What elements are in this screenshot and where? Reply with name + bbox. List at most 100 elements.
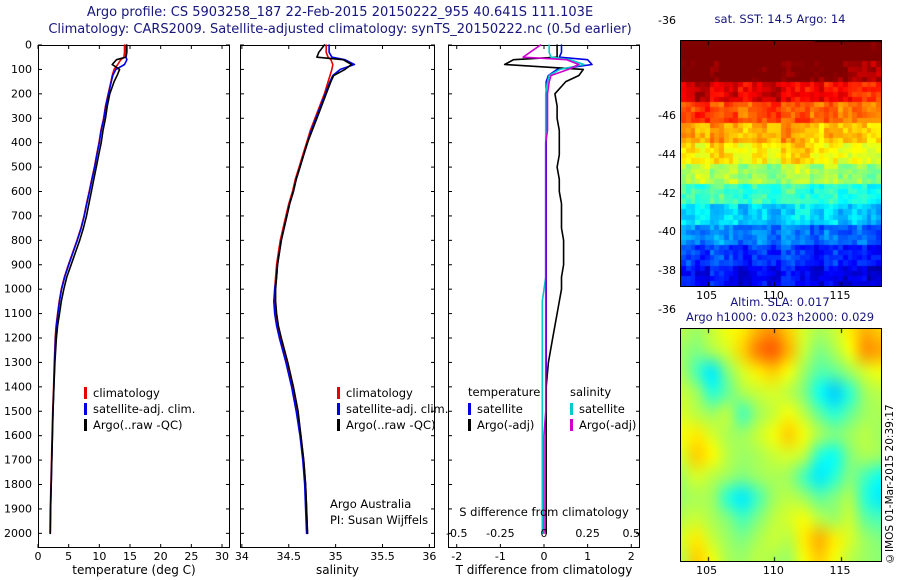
svg-text:1000: 1000 [4, 283, 32, 296]
legend-line-swatch [468, 419, 471, 431]
legend-item: Argo(-adj) [468, 417, 564, 433]
svg-text:200: 200 [11, 87, 32, 100]
svg-text:700: 700 [11, 209, 32, 222]
sla-map-lat-tick: -46 [658, 109, 676, 123]
svg-text:1100: 1100 [4, 307, 32, 320]
svg-text:30: 30 [215, 550, 229, 563]
svg-text:900: 900 [11, 258, 32, 271]
legend-label: satellite [477, 402, 523, 416]
legend-label: climatology [346, 386, 413, 400]
difference-profile-panel: -2 -1 0 1 2 -0.5 -0.25 0 0.25 0.5 S difference fro… [446, 44, 641, 563]
svg-text:S difference from climatology: S difference from climatology [459, 505, 629, 519]
diff-legend-salinity: salinity satellite Argo(-adj) [570, 385, 646, 433]
sla-map-lat-tick: -38 [658, 264, 676, 277]
legend-item: Argo(..raw -QC) [84, 417, 195, 433]
legend-label: Argo(..raw -QC) [346, 418, 436, 432]
legend-line-swatch [84, 419, 87, 431]
svg-text:-1: -1 [495, 550, 506, 563]
svg-text:2: 2 [628, 550, 635, 563]
sla-map-lon-tick: 115 [829, 564, 851, 577]
legend-line-swatch [337, 403, 340, 415]
temperature-legend: climatology satellite-adj. clim. Argo(..ra… [84, 385, 195, 433]
svg-text:-0.5: -0.5 [446, 527, 467, 540]
svg-text:100: 100 [11, 63, 32, 76]
svg-text:1: 1 [584, 550, 591, 563]
svg-text:2000: 2000 [4, 527, 32, 540]
svg-text:1500: 1500 [4, 405, 32, 418]
legend-header: temperature [468, 385, 541, 399]
sla-map-lon-tick: 110 [762, 564, 784, 577]
svg-text:800: 800 [11, 234, 32, 247]
legend-label: satellite-adj. clim. [346, 402, 449, 416]
legend-label: Argo(-adj) [477, 418, 535, 432]
sla-map-lat-tick: -44 [658, 148, 676, 161]
svg-text:400: 400 [11, 136, 32, 149]
legend-item: satellite-adj. clim. [84, 401, 195, 417]
svg-text:35: 35 [329, 550, 343, 563]
note-pi: PI: Susan Wijffels [330, 513, 429, 527]
sla-map-lat-tick: -40 [658, 225, 676, 239]
svg-text:35.5: 35.5 [370, 550, 395, 563]
sla-map-canvas [680, 328, 882, 562]
svg-text:500: 500 [11, 161, 32, 174]
svg-text:0: 0 [25, 39, 32, 52]
salinity-profile-panel: 34 34.5 35 35.5 36 [235, 44, 436, 563]
svg-text:1900: 1900 [4, 502, 32, 515]
svg-text:0: 0 [541, 527, 548, 540]
legend-line-swatch [84, 403, 87, 415]
sla-map-lon-tick: 105 [696, 564, 718, 577]
legend-label: climatology [93, 386, 160, 400]
salinity-axis-label: salinity [315, 563, 360, 577]
svg-text:5: 5 [65, 550, 72, 563]
svg-text:1400: 1400 [4, 380, 32, 393]
legend-line-swatch [84, 387, 87, 399]
temperature-axis-label: temperature (deg C) [72, 563, 196, 577]
svg-text:36: 36 [422, 550, 436, 563]
legend-label: Argo(-adj) [579, 418, 637, 432]
svg-text:1200: 1200 [4, 332, 32, 345]
legend-item: climatology [337, 385, 448, 401]
legend-item: satellite-adj. clim. [337, 401, 448, 417]
legend-label: Argo(..raw -QC) [93, 418, 183, 432]
sst-map-lon-tick: 105 [696, 289, 718, 302]
sla-map-title-line2: Argo h1000: 0.023 h2000: 0.029 [685, 310, 875, 324]
legend-line-swatch [468, 403, 471, 415]
copyright-watermark: ©IMOS 01-Mar-2015 20:39:17 [884, 404, 896, 564]
svg-text:1800: 1800 [4, 478, 32, 491]
svg-text:0.5: 0.5 [623, 527, 641, 540]
legend-item: Argo(-adj) [570, 417, 646, 433]
svg-text:25: 25 [184, 550, 198, 563]
sst-map-lat-tick: -36 [658, 13, 676, 27]
svg-text:10: 10 [92, 550, 106, 563]
svg-text:1700: 1700 [4, 454, 32, 467]
svg-text:20: 20 [154, 550, 168, 563]
tdiff-axis-label: T difference from climatology [455, 563, 633, 577]
legend-label: satellite [579, 402, 625, 416]
svg-text:34.5: 34.5 [277, 550, 302, 563]
legend-item: satellite [570, 401, 646, 417]
svg-text:300: 300 [11, 112, 32, 125]
legend-line-swatch [337, 387, 340, 399]
svg-text:0.25: 0.25 [575, 527, 600, 540]
pi-notes: Argo Australia PI: Susan Wijffels [330, 496, 428, 528]
svg-text:1300: 1300 [4, 356, 32, 369]
legend-item: Argo(..raw -QC) [337, 417, 448, 433]
sst-map-title: sat. SST: 14.5 Argo: 14 [714, 12, 846, 26]
svg-text:0: 0 [541, 550, 548, 563]
sst-map-canvas [680, 40, 882, 287]
sla-map-title-line1: Altim. SLA: 0.017 [730, 295, 830, 309]
sla-map-lat-tick: -42 [658, 186, 676, 200]
note-argo-australia: Argo Australia [330, 497, 412, 511]
sst-map-lon-tick: 110 [762, 289, 784, 302]
legend-line-swatch [570, 419, 573, 431]
diff-legend-temperature: temperature satellite Argo(-adj) [468, 385, 564, 433]
svg-text:34: 34 [235, 550, 249, 563]
svg-text:-2: -2 [451, 550, 462, 563]
svg-text:1600: 1600 [4, 429, 32, 442]
legend-label: satellite-adj. clim. [93, 402, 196, 416]
legend-line-swatch [337, 419, 340, 431]
legend-line-swatch [570, 403, 573, 415]
sla-map-lat-tick: -36 [658, 302, 676, 316]
legend-item: satellite [468, 401, 564, 417]
